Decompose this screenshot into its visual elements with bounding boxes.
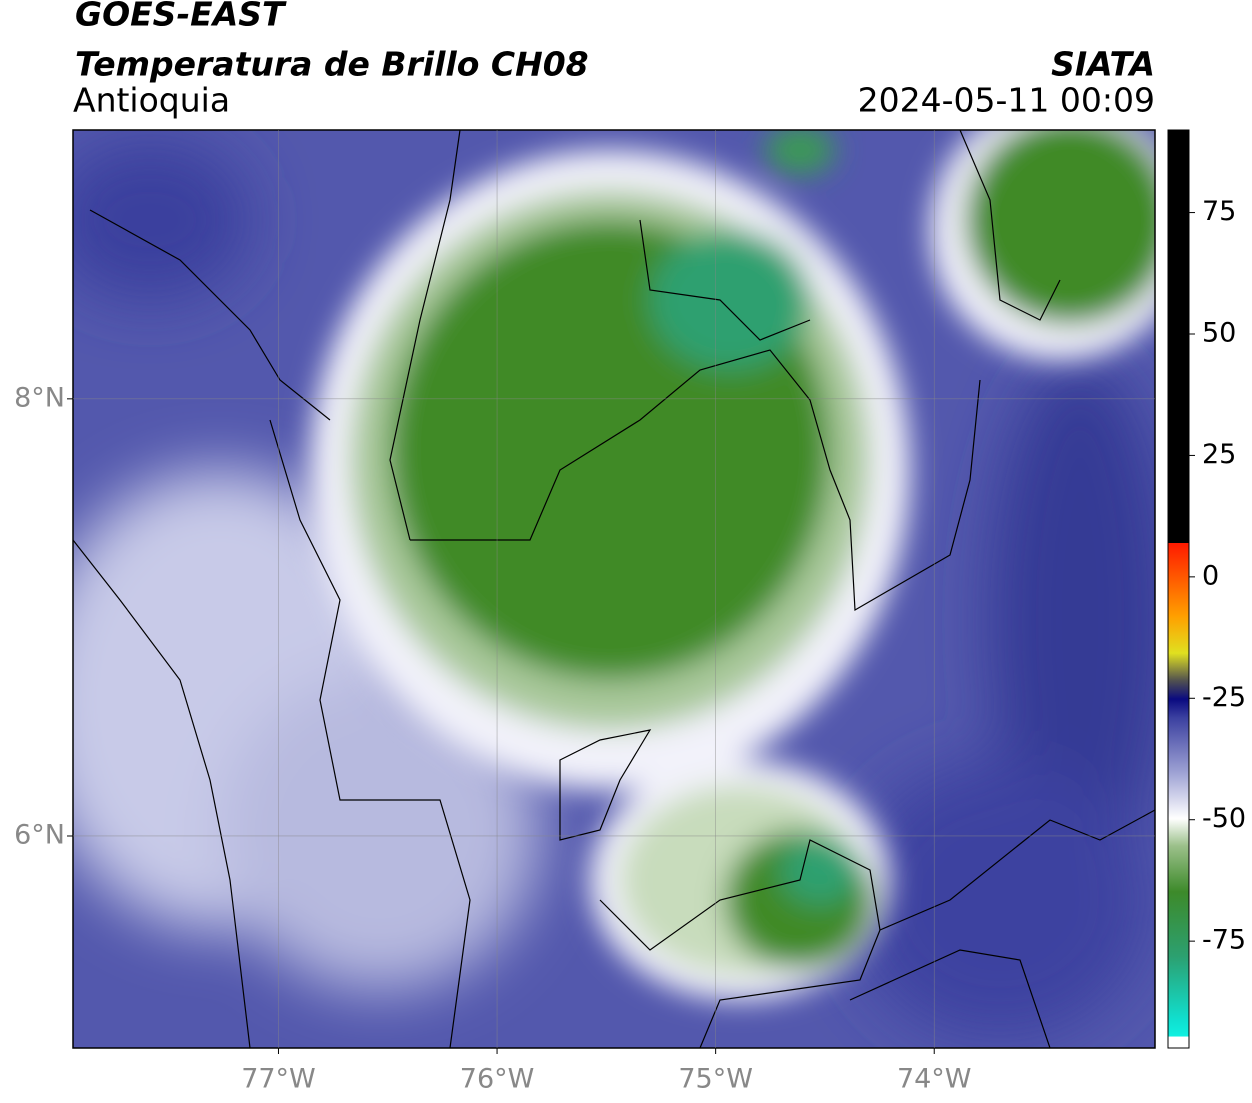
colorbar-tick-label: 0 <box>1202 560 1219 591</box>
colorbar-tick-label: -75 <box>1202 925 1246 956</box>
colorbar-tick-label: -50 <box>1202 803 1246 834</box>
x-tick-label: 76°W <box>460 1064 535 1095</box>
x-tick-label: 74°W <box>897 1064 972 1095</box>
product-title: Temperatura de Brillo CH08 <box>75 45 589 84</box>
timestamp-label: 2024-05-11 00:09 <box>858 81 1155 120</box>
x-tick-label: 77°W <box>241 1064 316 1095</box>
map-image <box>73 130 1155 1048</box>
colorbar-tick-label: 25 <box>1202 439 1236 470</box>
x-tick-label: 75°W <box>678 1064 753 1095</box>
y-tick-label: 8°N <box>14 382 65 413</box>
y-tick-label: 6°N <box>14 819 65 850</box>
colorbar <box>1167 129 1190 1049</box>
region-label: Antioquia <box>73 81 230 120</box>
satellite-title: GOES-EAST <box>75 0 287 34</box>
source-label: SIATA <box>1051 45 1155 84</box>
colorbar-tick-label: -25 <box>1202 682 1246 713</box>
colorbar-tick-label: 75 <box>1202 196 1236 227</box>
colorbar-tick-label: 50 <box>1202 318 1236 349</box>
map-frame <box>72 129 1156 1049</box>
